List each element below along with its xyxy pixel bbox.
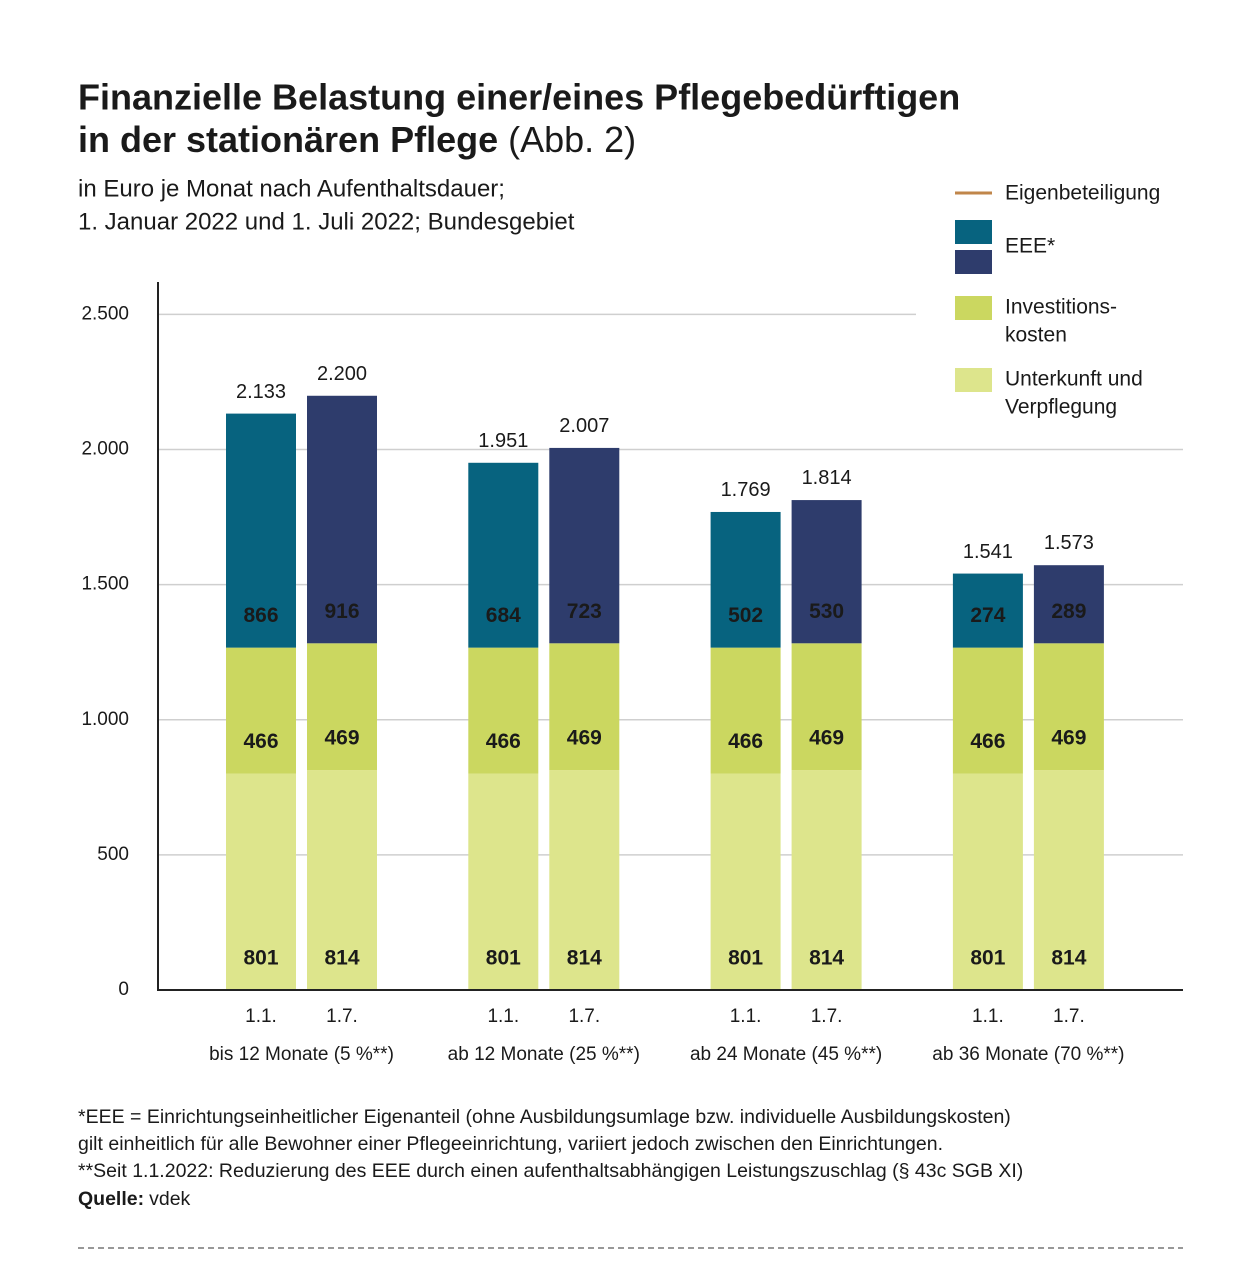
data-label: 530 bbox=[809, 600, 844, 623]
bar-segment bbox=[952, 773, 1023, 990]
x-tick-label: 1.7. bbox=[326, 1006, 358, 1027]
total-label: 1.541 bbox=[963, 541, 1013, 563]
y-tick-label: 0 bbox=[118, 979, 129, 1000]
total-label: 1.573 bbox=[1044, 532, 1094, 554]
bar-segment bbox=[710, 511, 781, 648]
data-label: 814 bbox=[324, 947, 359, 970]
data-label: 801 bbox=[243, 947, 278, 970]
title-note: (Abb. 2) bbox=[508, 119, 636, 160]
data-label: 866 bbox=[243, 604, 278, 627]
bar-segment bbox=[549, 770, 620, 990]
data-label: 466 bbox=[243, 730, 278, 753]
bar-segment bbox=[791, 770, 862, 990]
total-label: 2.007 bbox=[559, 415, 609, 437]
bar-segment bbox=[226, 413, 296, 648]
legend-swatch bbox=[955, 296, 992, 320]
x-tick-label: 1.7. bbox=[568, 1006, 600, 1027]
data-label: 723 bbox=[567, 600, 602, 623]
x-tick-label: 1.7. bbox=[1053, 1006, 1085, 1027]
data-label: 469 bbox=[1051, 727, 1086, 750]
legend-label: Unterkunft und bbox=[1005, 368, 1143, 391]
legend-label: Investitions- bbox=[1005, 296, 1117, 319]
bar-segment bbox=[307, 643, 377, 771]
footnote: *EEE = Einrichtungseinheitlicher Eigenan… bbox=[78, 1106, 1011, 1128]
legend: Eigenbeteiligung EEE* Investitions-kosten U… bbox=[916, 175, 1191, 419]
bar-segment bbox=[791, 643, 862, 771]
bar-segment bbox=[791, 500, 862, 644]
data-label: 801 bbox=[728, 947, 763, 970]
bar-segment bbox=[468, 462, 539, 648]
bar-segment bbox=[1033, 643, 1104, 771]
total-label: 1.769 bbox=[721, 479, 771, 501]
data-label: 814 bbox=[567, 947, 602, 970]
data-label: 274 bbox=[970, 604, 1005, 627]
legend-label: kosten bbox=[1005, 324, 1067, 347]
data-label: 469 bbox=[809, 727, 844, 750]
bar-segment bbox=[307, 395, 377, 644]
bar-segment bbox=[710, 773, 781, 990]
chart-title: Finanzielle Belastung einer/eines Pflege… bbox=[78, 77, 960, 118]
data-label: 684 bbox=[486, 604, 521, 627]
subtitle: 1. Januar 2022 und 1. Juli 2022; Bundesg… bbox=[78, 208, 575, 235]
x-tick-label: 1.1. bbox=[487, 1006, 519, 1027]
x-tick-label: 1.1. bbox=[972, 1006, 1004, 1027]
legend-label: Verpflegung bbox=[1005, 396, 1117, 419]
total-label: 1.814 bbox=[802, 467, 852, 489]
data-label: 466 bbox=[486, 730, 521, 753]
data-label: 801 bbox=[486, 947, 521, 970]
y-tick-label: 1.500 bbox=[81, 574, 129, 595]
bar-segment bbox=[307, 770, 377, 990]
data-label: 814 bbox=[1051, 947, 1086, 970]
group-label: ab 24 Monate (45 %**) bbox=[690, 1044, 882, 1065]
footnote: **Seit 1.1.2022: Reduzierung des EEE dur… bbox=[78, 1160, 1023, 1182]
bar-segment bbox=[952, 573, 1023, 648]
data-label: 469 bbox=[324, 727, 359, 750]
x-tick-label: 1.1. bbox=[730, 1006, 762, 1027]
legend-swatch bbox=[955, 220, 992, 244]
footnote: gilt einheitlich für alle Bewohner einer… bbox=[78, 1133, 943, 1155]
data-label: 801 bbox=[970, 947, 1005, 970]
source: Quelle: vdek bbox=[78, 1188, 191, 1210]
group-label: bis 12 Monate (5 %**) bbox=[209, 1044, 394, 1065]
bar-segment bbox=[468, 647, 539, 774]
data-label: 469 bbox=[567, 727, 602, 750]
y-tick-label: 2.000 bbox=[81, 439, 129, 460]
source-text: vdek bbox=[149, 1188, 190, 1210]
x-tick-label: 1.1. bbox=[245, 1006, 277, 1027]
source-label: Quelle: bbox=[78, 1188, 144, 1210]
chart-title: in der stationären Pflege bbox=[78, 119, 498, 160]
legend-swatch bbox=[955, 250, 992, 274]
bar-segment bbox=[549, 447, 620, 644]
data-label: 916 bbox=[324, 600, 359, 623]
data-label: 289 bbox=[1051, 600, 1086, 623]
group-label: ab 12 Monate (25 %**) bbox=[448, 1044, 640, 1065]
bar-segment bbox=[226, 773, 296, 990]
bar-segment bbox=[952, 647, 1023, 774]
legend-swatch bbox=[955, 368, 992, 392]
subtitle: in Euro je Monat nach Aufenthaltsdauer; bbox=[78, 175, 505, 202]
bar-segment bbox=[549, 643, 620, 771]
group-label: ab 36 Monate (70 %**) bbox=[932, 1044, 1124, 1065]
bar-segment bbox=[1033, 770, 1104, 990]
plot: 0 500 1.000 1.500 2.000 2.500 801 466 866 2.133 1.… bbox=[81, 282, 1183, 1065]
bar-segment bbox=[226, 647, 296, 774]
bar-segment bbox=[710, 647, 781, 774]
total-label: 2.133 bbox=[236, 381, 286, 403]
data-label: 502 bbox=[728, 604, 763, 627]
legend-label: Eigenbeteiligung bbox=[1005, 182, 1160, 205]
bar-segment bbox=[1033, 565, 1104, 644]
x-tick-label: 1.7. bbox=[811, 1006, 843, 1027]
legend-label: EEE* bbox=[1005, 235, 1055, 258]
bar-segment bbox=[468, 773, 539, 990]
y-tick-label: 500 bbox=[97, 844, 129, 865]
data-label: 466 bbox=[970, 730, 1005, 753]
total-label: 1.951 bbox=[478, 430, 528, 452]
chart-title: in der stationären Pflege (Abb. 2) bbox=[78, 119, 636, 160]
y-tick-label: 2.500 bbox=[81, 303, 129, 324]
y-tick-label: 1.000 bbox=[81, 709, 129, 730]
total-label: 2.200 bbox=[317, 363, 367, 385]
data-label: 466 bbox=[728, 730, 763, 753]
data-label: 814 bbox=[809, 947, 844, 970]
